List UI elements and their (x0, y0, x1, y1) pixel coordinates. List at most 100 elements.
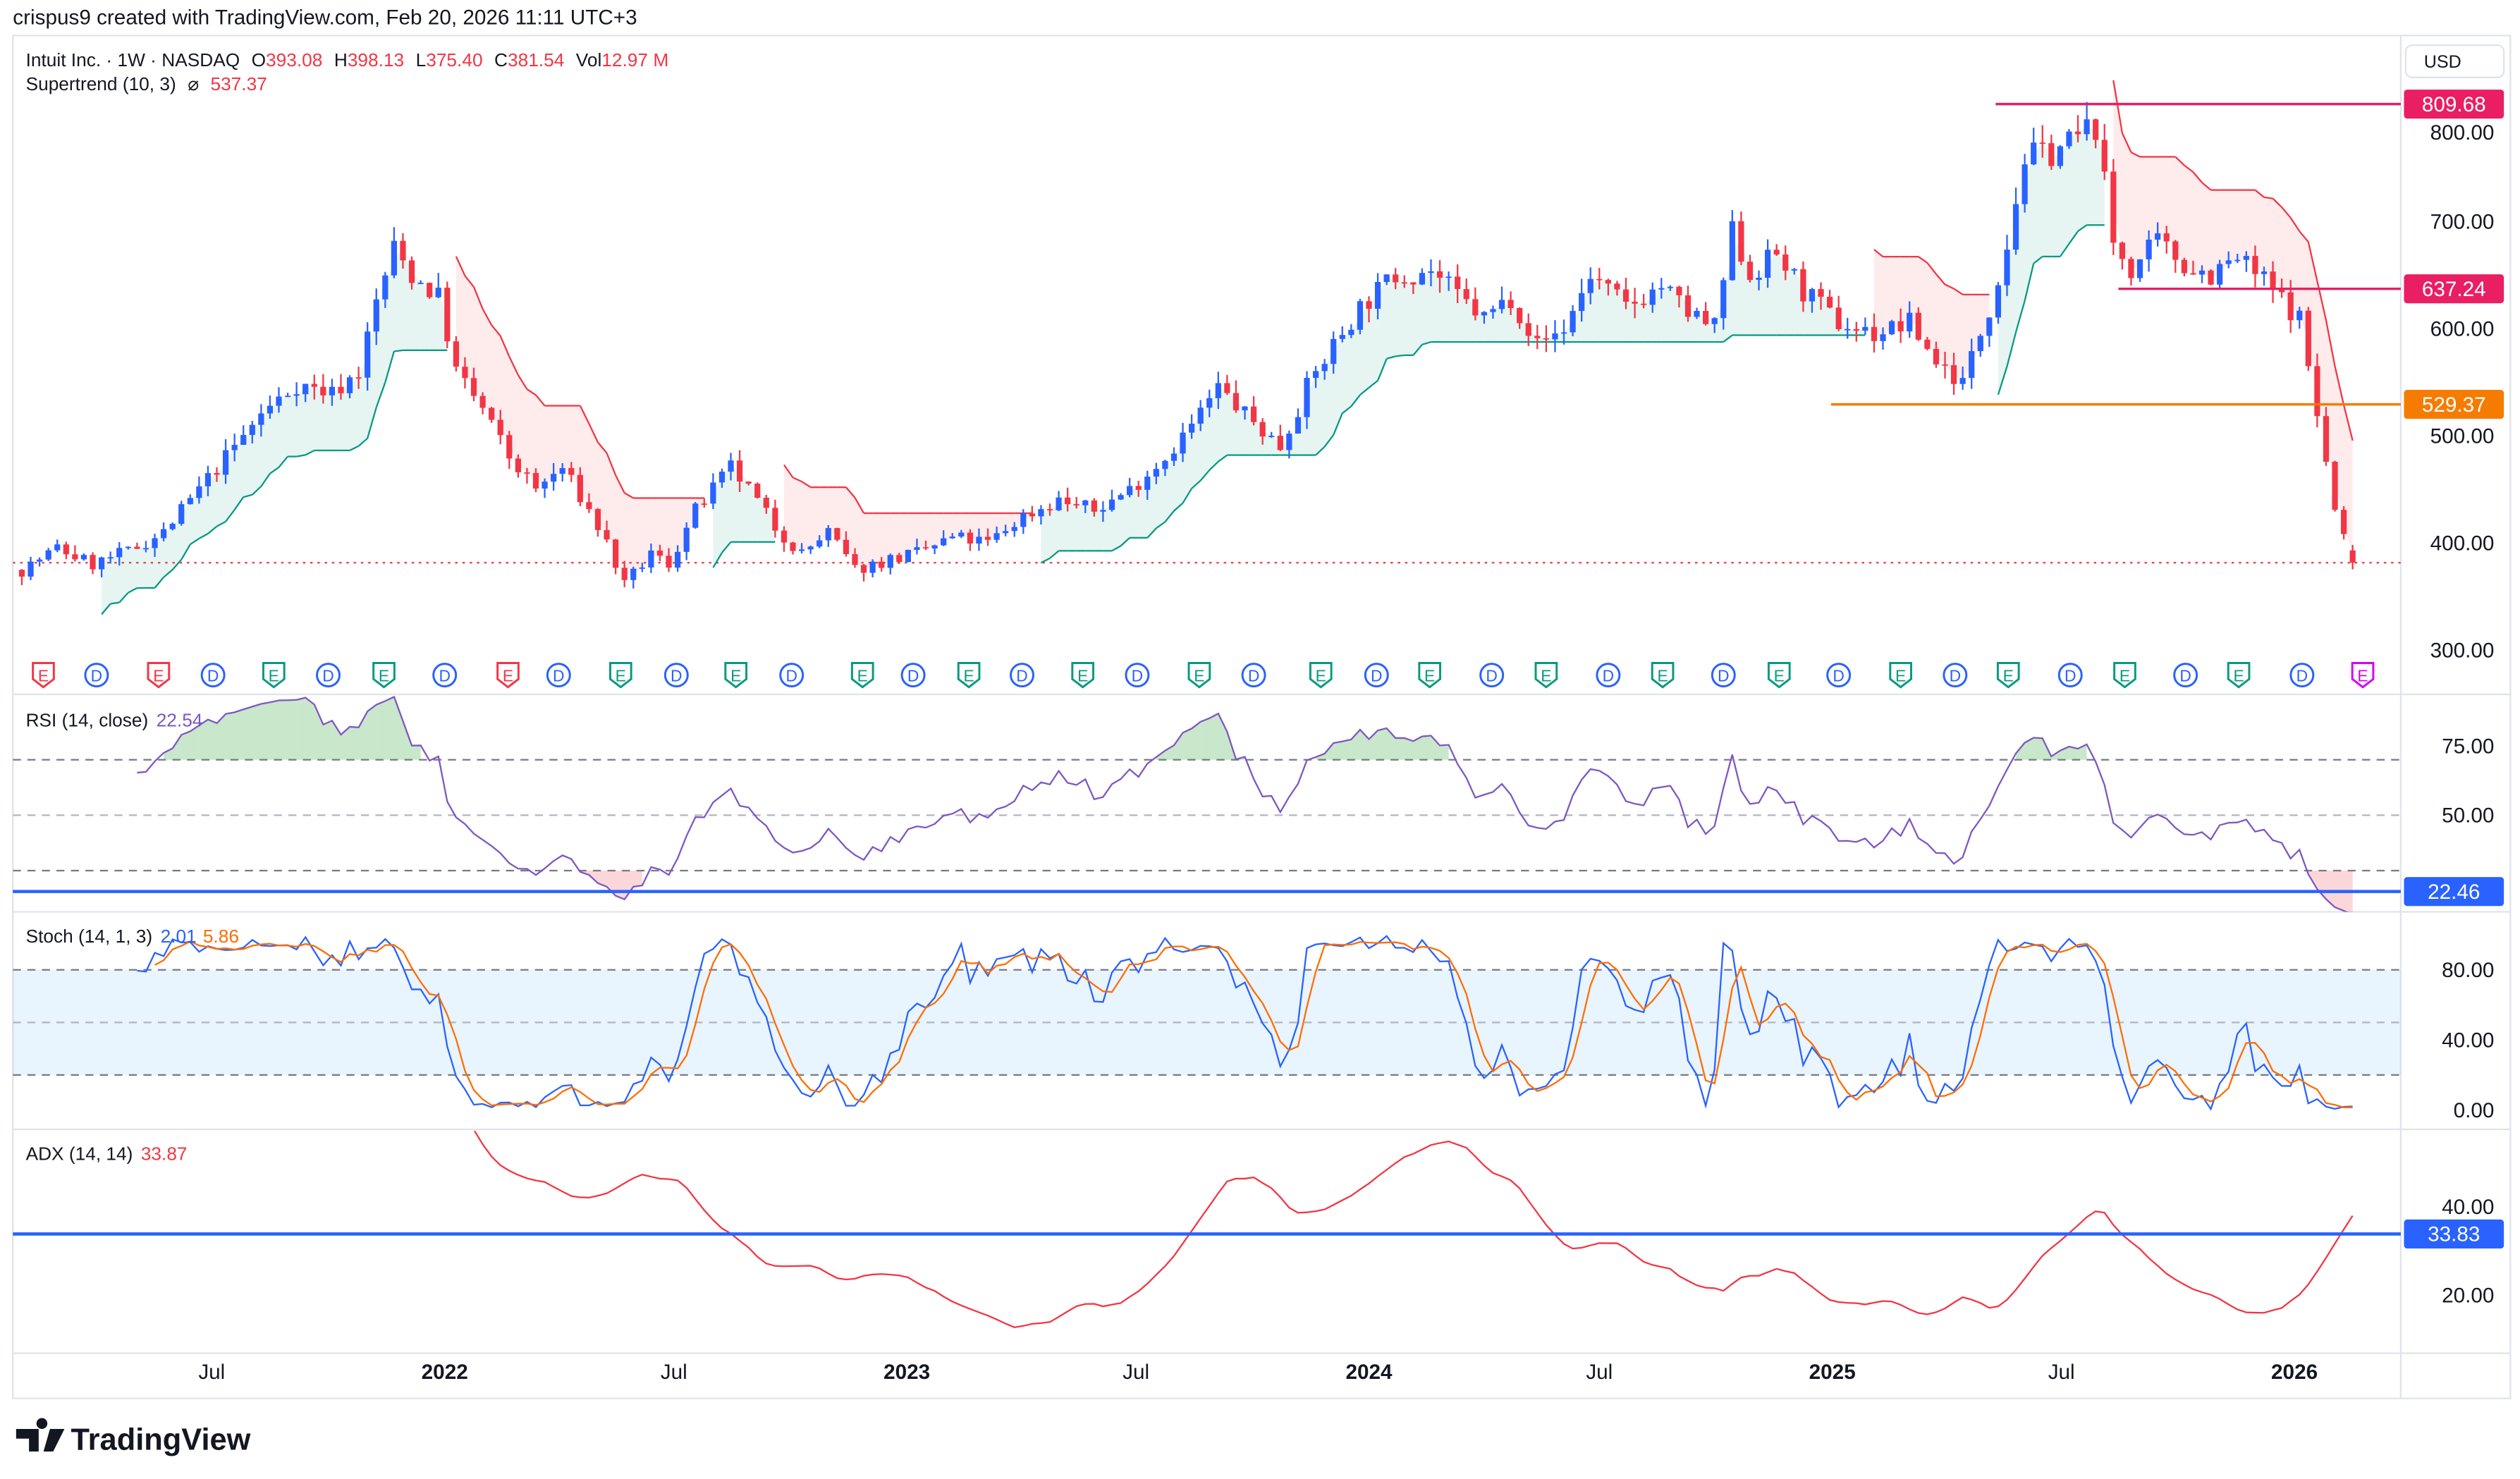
earnings-marker[interactable]: E (608, 661, 632, 689)
supertrend-legend[interactable]: Supertrend (10, 3) ⌀ 537.37 (26, 73, 267, 94)
adx-pane (473, 1131, 2354, 1329)
dividend-icon (1125, 663, 1150, 688)
supertrend-line (128, 587, 137, 594)
candle (1348, 324, 1354, 338)
supertrend-line (1315, 446, 1326, 456)
adx-line (473, 1131, 2354, 1329)
supertrend-fill (1218, 388, 1228, 462)
candle-body (470, 378, 477, 396)
supertrend-fill (1395, 278, 1405, 357)
candle (1339, 326, 1345, 343)
dividend-marker[interactable]: D (1125, 663, 1150, 688)
candle-body (2198, 270, 2206, 275)
earnings-marker[interactable]: E (147, 661, 171, 689)
earnings-marker[interactable]: E (1418, 661, 1442, 689)
earnings-marker[interactable]: E (1651, 661, 1675, 689)
dividend-marker[interactable]: D (2289, 663, 2315, 688)
dividend-marker[interactable]: D (1826, 663, 1852, 688)
candle (1684, 286, 1692, 322)
dividend-marker[interactable]: D (1241, 663, 1266, 688)
supertrend-line (269, 466, 280, 474)
dividend-marker[interactable]: D (1711, 663, 1736, 688)
candle (2225, 251, 2232, 269)
supertrend-line (1199, 470, 1211, 481)
candle-body (2208, 270, 2214, 285)
candle-body (914, 547, 920, 551)
earnings-marker[interactable]: E (957, 661, 981, 689)
earnings-marker[interactable]: E (1071, 661, 1095, 689)
rsi-hline-badge (2404, 877, 2504, 907)
candle (27, 556, 34, 580)
candle-body (1622, 289, 1629, 302)
candle-body (2340, 510, 2347, 534)
rsi-overbought-fill (2033, 737, 2043, 760)
tradingview-logo[interactable]: TradingView (16, 1418, 251, 1457)
dividend-marker[interactable]: D (779, 663, 805, 688)
dividend-icon (1010, 663, 1034, 688)
earnings-marker[interactable]: E (2351, 661, 2375, 689)
earnings-marker[interactable]: E (262, 661, 286, 689)
low-label: L (416, 49, 427, 70)
candle-body (2252, 256, 2258, 274)
earnings-marker[interactable]: E (496, 661, 520, 689)
candle-body (1374, 281, 1381, 309)
dividend-marker[interactable]: D (1479, 663, 1505, 688)
dividend-marker[interactable]: D (432, 663, 458, 688)
time-axis-label: 2025 (1809, 1361, 1856, 1384)
candle (267, 395, 274, 419)
candle (1472, 287, 1479, 321)
earnings-marker[interactable]: E (372, 661, 396, 689)
supertrend-line (1333, 412, 1343, 436)
dividend-marker[interactable]: D (84, 663, 109, 688)
supertrend-fill (2308, 242, 2318, 391)
dividend-marker[interactable]: D (1010, 663, 1034, 688)
hidden-eye-slash-icon[interactable]: ⌀ (188, 73, 199, 94)
dividend-marker[interactable]: D (1364, 663, 1389, 688)
dividend-marker[interactable]: D (663, 663, 689, 688)
candle (506, 431, 513, 470)
dividend-marker[interactable]: D (546, 663, 571, 688)
supertrend-line (1421, 340, 1431, 345)
candle-body (1259, 422, 1266, 437)
candle-body (656, 550, 663, 556)
earnings-marker[interactable]: E (1889, 661, 1912, 689)
candle-body (1897, 321, 1904, 332)
earnings-marker[interactable]: E (1996, 661, 2020, 689)
supertrend-fill (1120, 490, 1130, 546)
dividend-marker[interactable]: D (316, 663, 341, 688)
candle (967, 529, 973, 551)
rsi-overbought-fill (199, 719, 208, 760)
earnings-marker[interactable]: E (1767, 661, 1791, 689)
candle-body (949, 536, 955, 539)
candle (1224, 374, 1230, 395)
open-label: O (252, 49, 266, 70)
supertrend-line (588, 423, 599, 443)
earnings-marker[interactable]: E (2227, 661, 2251, 689)
earnings-marker[interactable]: E (1309, 661, 1333, 689)
dividend-marker[interactable]: D (2173, 663, 2198, 688)
candle (214, 467, 220, 482)
supertrend-line (1359, 386, 1370, 396)
earnings-marker[interactable]: E (1187, 661, 1211, 689)
earnings-marker[interactable]: E (32, 661, 55, 689)
earnings-marker[interactable]: E (1534, 661, 1558, 689)
supertrend-fill (535, 395, 545, 486)
earnings-marker[interactable]: E (2113, 661, 2136, 689)
candle-body (1215, 383, 1221, 398)
dividend-marker[interactable]: D (900, 663, 926, 688)
dividend-marker[interactable]: D (1596, 663, 1621, 688)
earnings-marker[interactable]: E (724, 661, 748, 689)
candle-body (2101, 140, 2108, 172)
rsi-overbought-fill (1218, 713, 1228, 760)
candle (1445, 271, 1452, 291)
dividend-marker[interactable]: D (2057, 663, 2083, 688)
earnings-marker[interactable]: E (850, 661, 874, 689)
supertrend-fill (952, 513, 962, 538)
candle (1729, 210, 1735, 281)
event-letter: D (2179, 666, 2191, 685)
dividend-marker[interactable]: D (200, 663, 226, 688)
candle-body (728, 460, 734, 472)
currency-button[interactable] (2404, 44, 2505, 78)
candle (1596, 268, 1603, 290)
dividend-marker[interactable]: D (1943, 663, 1968, 688)
